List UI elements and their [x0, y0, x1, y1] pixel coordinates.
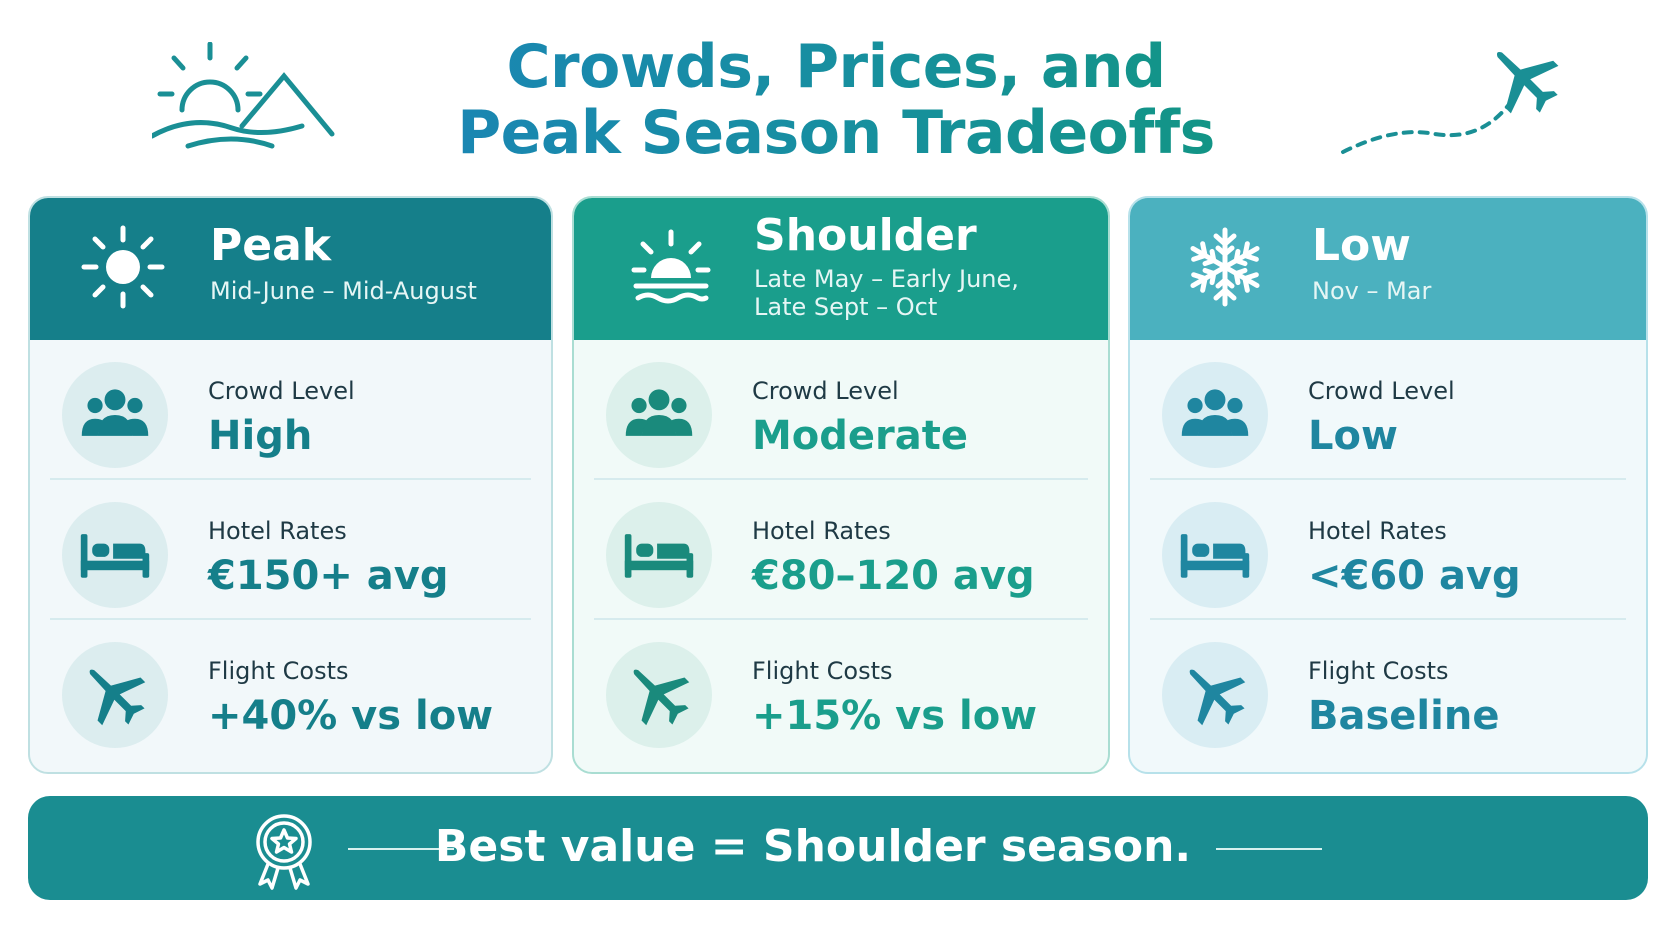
hotel-row: Hotel Rates <€60 avg — [1150, 480, 1626, 620]
season-header-shoulder: Shoulder Late May – Early June, Late Sep… — [574, 198, 1108, 340]
crowd-value: High — [208, 413, 313, 459]
crowd-row: Crowd Level Moderate — [594, 340, 1088, 480]
hotel-row: Hotel Rates €150+ avg — [50, 480, 531, 620]
hotel-value: €80–120 avg — [752, 553, 1035, 599]
flight-value: Baseline — [1308, 693, 1500, 739]
bed-icon — [1162, 502, 1268, 608]
page-title: Crowds, Prices, and Peak Season Tradeoff… — [436, 34, 1236, 166]
season-card-peak: Peak Mid-June – Mid-August Crowd Level H… — [28, 196, 553, 774]
summary-banner: Best value = Shoulder season. — [28, 796, 1648, 900]
season-card-low: Low Nov – Mar Crowd Level Low Hotel Rate… — [1128, 196, 1648, 774]
crowd-icon — [606, 362, 712, 468]
crowd-row: Crowd Level High — [50, 340, 531, 480]
crowd-icon — [1162, 362, 1268, 468]
banner-divider-right — [1216, 848, 1322, 850]
title-line-2: Peak Season Tradeoffs — [457, 98, 1215, 168]
season-header-low: Low Nov – Mar — [1130, 198, 1646, 340]
flight-value: +15% vs low — [752, 693, 1038, 739]
crowd-label: Crowd Level — [1308, 377, 1455, 405]
hotel-value: €150+ avg — [208, 553, 449, 599]
sunset-icon — [631, 229, 711, 304]
season-name: Shoulder — [754, 210, 977, 261]
flight-label: Flight Costs — [208, 657, 349, 685]
award-badge-icon — [256, 814, 312, 890]
sun-mountain-icon — [152, 42, 335, 149]
airplane-dashed-path-icon — [1341, 38, 1565, 154]
hotel-value: <€60 avg — [1308, 553, 1521, 599]
season-dates-line-2: Late Sept – Oct — [754, 293, 938, 321]
flight-row: Flight Costs +15% vs low — [594, 620, 1088, 760]
hotel-label: Hotel Rates — [208, 517, 347, 545]
crowd-value: Moderate — [752, 413, 969, 459]
flight-row: Flight Costs +40% vs low — [50, 620, 531, 760]
flight-label: Flight Costs — [752, 657, 893, 685]
crowd-row: Crowd Level Low — [1150, 340, 1626, 480]
flight-label: Flight Costs — [1308, 657, 1449, 685]
crowd-label: Crowd Level — [752, 377, 899, 405]
season-name: Peak — [210, 220, 332, 271]
bed-icon — [62, 502, 168, 608]
season-header-peak: Peak Mid-June – Mid-August — [30, 198, 551, 340]
hotel-label: Hotel Rates — [1308, 517, 1447, 545]
title-line-1: Crowds, Prices, and — [506, 32, 1166, 102]
hotel-label: Hotel Rates — [752, 517, 891, 545]
plane-icon — [62, 642, 168, 748]
season-card-shoulder: Shoulder Late May – Early June, Late Sep… — [572, 196, 1110, 774]
season-dates: Nov – Mar — [1312, 277, 1432, 305]
season-dates-line-1: Late May – Early June, — [754, 265, 1019, 293]
summary-text: Best value = Shoulder season. — [434, 821, 1192, 872]
banner-divider-left — [348, 848, 454, 850]
season-name: Low — [1312, 220, 1411, 271]
sun-icon — [81, 225, 165, 309]
snowflake-icon — [1190, 227, 1260, 307]
crowd-label: Crowd Level — [208, 377, 355, 405]
hotel-row: Hotel Rates €80–120 avg — [594, 480, 1088, 620]
plane-icon — [1162, 642, 1268, 748]
flight-value: +40% vs low — [208, 693, 494, 739]
flight-row: Flight Costs Baseline — [1150, 620, 1626, 760]
bed-icon — [606, 502, 712, 608]
crowd-value: Low — [1308, 413, 1398, 459]
season-dates: Mid-June – Mid-August — [210, 277, 477, 305]
plane-icon — [606, 642, 712, 748]
crowd-icon — [62, 362, 168, 468]
